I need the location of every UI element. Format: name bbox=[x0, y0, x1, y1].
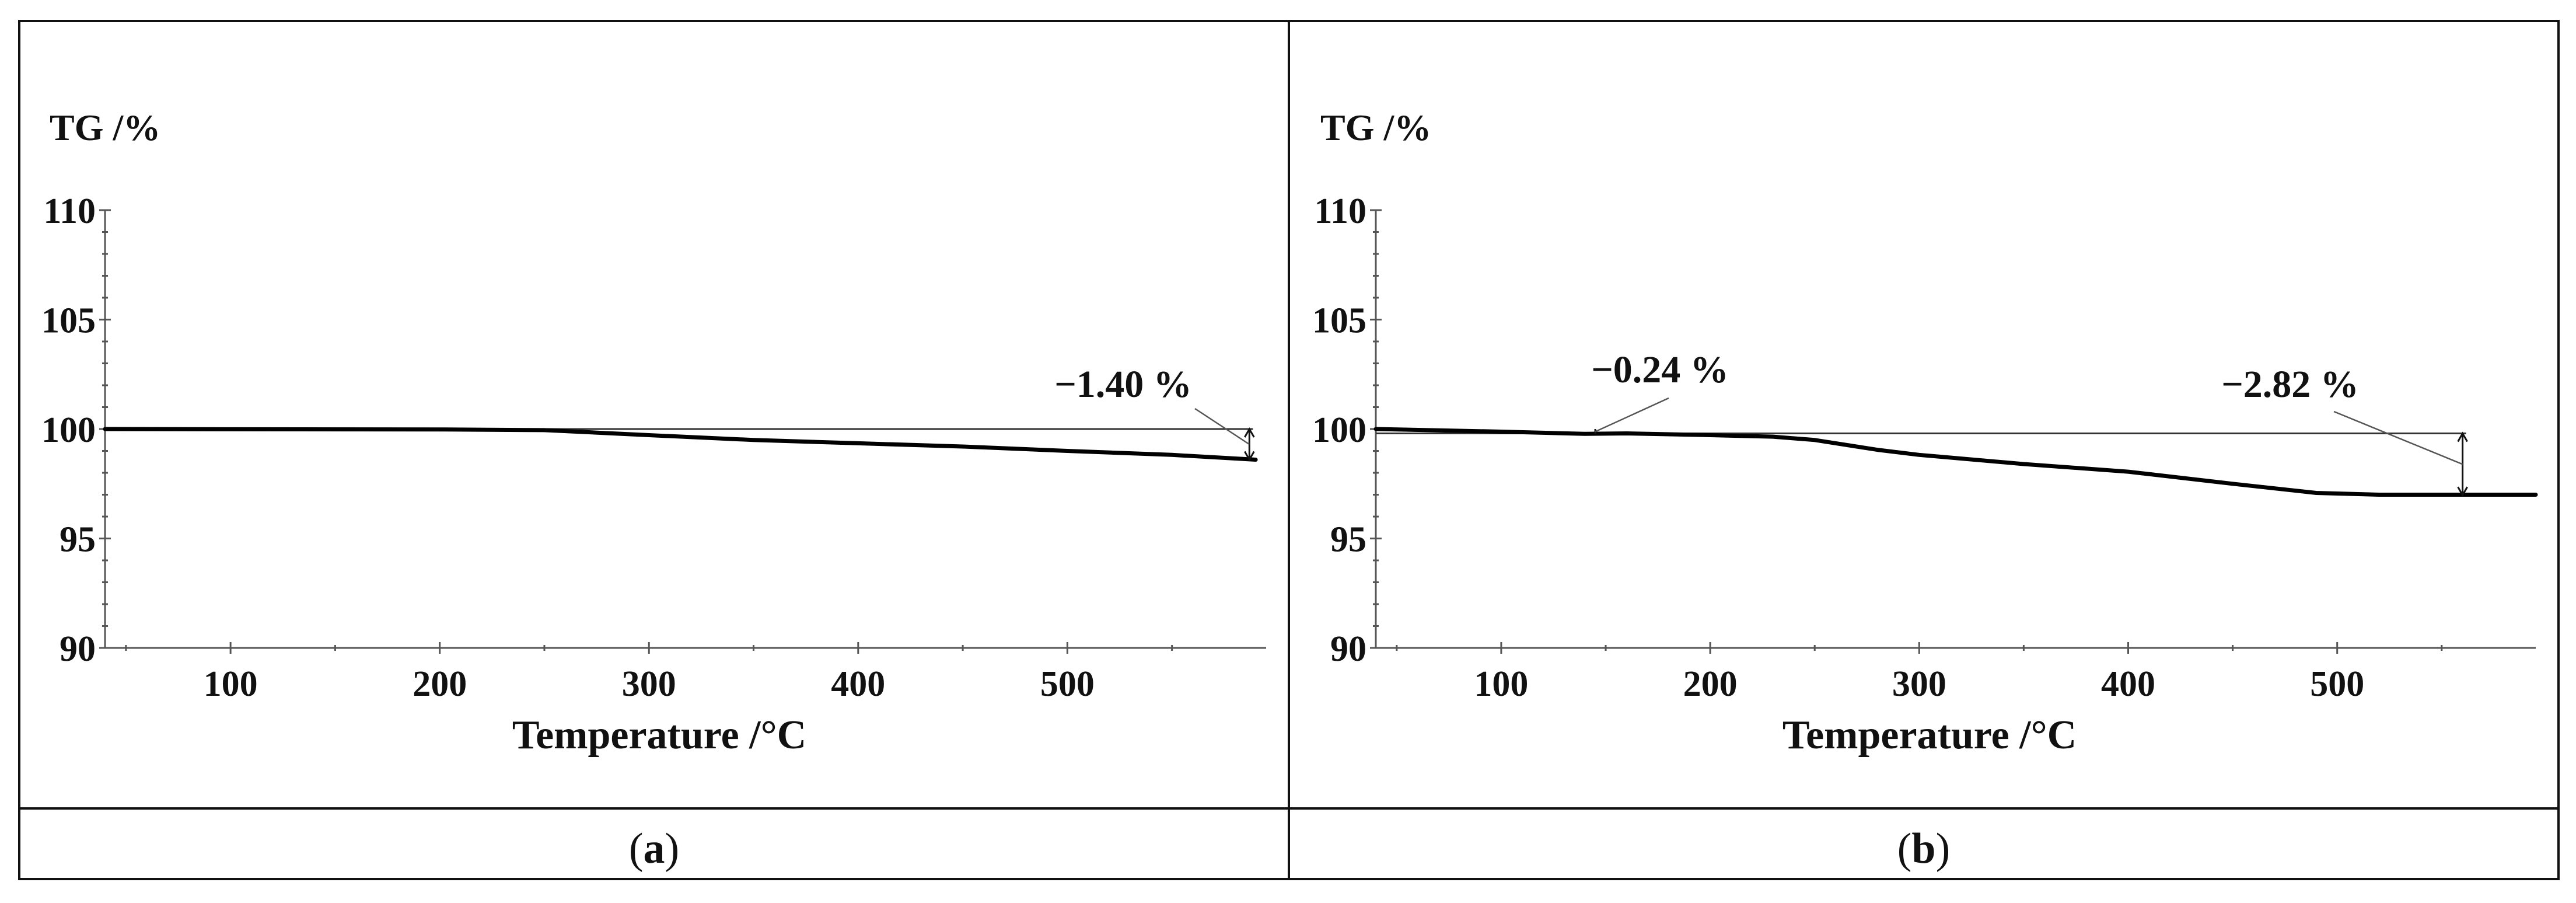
annotation-leader bbox=[2333, 410, 2463, 465]
y-tick-label: 90 bbox=[1330, 629, 1366, 669]
x-tick-label: 500 bbox=[1040, 664, 1095, 704]
arrow-head-up bbox=[1244, 427, 1255, 438]
y-tick-label: 95 bbox=[1330, 520, 1366, 560]
x-tick-label: 400 bbox=[831, 664, 885, 704]
caption-b: (b) bbox=[1897, 825, 1950, 873]
x-tick-label: 100 bbox=[204, 664, 258, 704]
y-tick-label: 110 bbox=[43, 191, 96, 231]
y-tick-label: 105 bbox=[41, 301, 96, 341]
arrow-head-up bbox=[2457, 431, 2468, 442]
y-tick-label: 110 bbox=[1314, 191, 1366, 231]
mass-loss-label: −2.82 % bbox=[2221, 363, 2359, 406]
x-tick-label: 300 bbox=[1892, 664, 1946, 704]
mass-loss-label: −0.24 % bbox=[1591, 348, 1729, 391]
y-tick-label: 90 bbox=[60, 629, 96, 669]
y-tick-label: 105 bbox=[1312, 301, 1366, 341]
y-tick-label: 100 bbox=[41, 410, 96, 450]
x-tick-label: 500 bbox=[2310, 664, 2364, 704]
y-axis-title: TG /% bbox=[50, 107, 160, 148]
x-tick-label: 200 bbox=[1683, 664, 1738, 704]
panel-b: 90 95 100 105 110 100 200 300 400 500 TG /% Tempera… bbox=[1312, 107, 2538, 758]
x-axis-title: Temperature /°C bbox=[1782, 713, 2077, 758]
x-tick-label: 200 bbox=[413, 664, 467, 704]
mass-loss-label: −1.40 % bbox=[1054, 363, 1192, 406]
annotation-leader bbox=[1194, 407, 1250, 445]
y-tick-label: 95 bbox=[60, 520, 96, 560]
x-tick-label: 100 bbox=[1474, 664, 1528, 704]
caption-a: (a) bbox=[629, 825, 679, 873]
arrow-head-down bbox=[2457, 486, 2468, 497]
y-tick-label: 100 bbox=[1312, 410, 1366, 450]
panel-a: 90 95 100 105 110 100 200 300 400 500 TG /% Tempera… bbox=[41, 107, 1266, 758]
x-axis-title: Temperature /°C bbox=[512, 713, 806, 758]
x-tick-label: 400 bbox=[2101, 664, 2155, 704]
tg-curve bbox=[1373, 427, 2538, 497]
y-axis-title: TG /% bbox=[1320, 107, 1431, 148]
tg-curve bbox=[103, 427, 1258, 462]
arrow-head-down bbox=[1244, 451, 1255, 462]
annotation-leader bbox=[1595, 397, 1669, 433]
x-tick-label: 300 bbox=[622, 664, 676, 704]
